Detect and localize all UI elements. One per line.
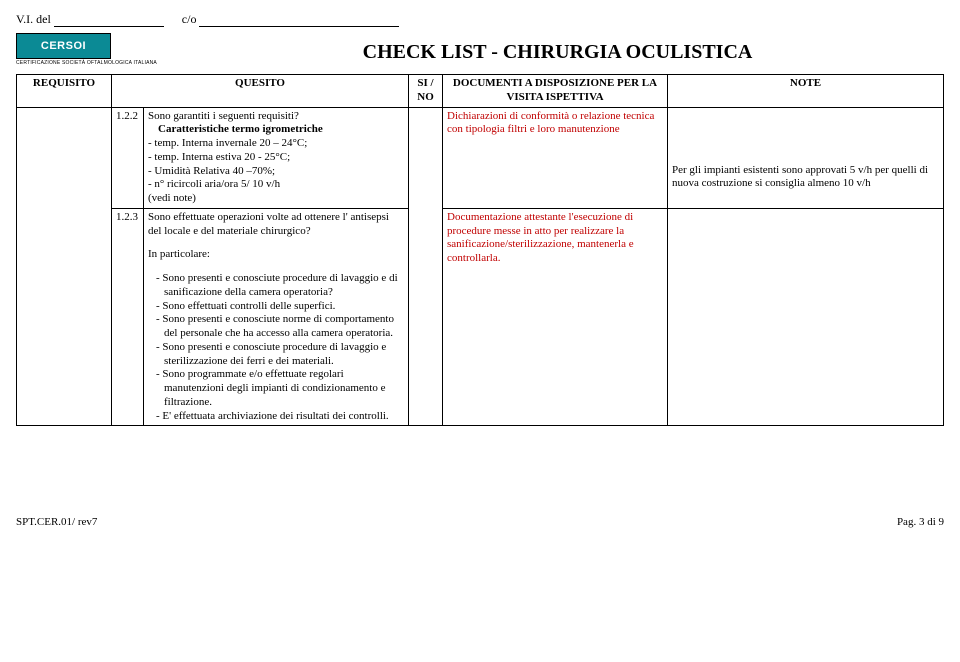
col-note: NOTE	[668, 75, 944, 108]
doc-cell: Dichiarazioni di conformità o relazione …	[443, 107, 668, 208]
quesito-item: - temp. Interna estiva 20 - 25°C;	[148, 151, 404, 165]
sino-cell	[409, 107, 443, 426]
logo-text: CERSOI	[41, 40, 86, 52]
col-quesito: QUESITO	[112, 75, 409, 108]
row-num: 1.2.3	[112, 208, 144, 426]
quesito-item: - Sono presenti e conosciute procedure d…	[148, 341, 404, 369]
quesito-sub: In particolare:	[148, 248, 404, 262]
row-num: 1.2.2	[112, 107, 144, 208]
quesito-bold: Caratteristiche termo igrometriche	[148, 123, 404, 137]
quesito-item: - temp. Interna invernale 20 – 24°C;	[148, 137, 404, 151]
quesito-item: - Sono effettuati controlli delle superf…	[148, 300, 404, 314]
quesito-item: - Umidità Relativa 40 –70%;	[148, 165, 404, 179]
col-requisito: REQUISITO	[17, 75, 112, 108]
logo: CERSOI	[16, 33, 111, 59]
vi-label: V.I. del	[16, 12, 51, 26]
logo-subtext: CERTIFICAZIONE SOCIETÀ OFTALMOLOGICA ITA…	[16, 60, 157, 66]
note-text: Per gli impianti esistenti sono approvat…	[672, 164, 939, 192]
co-label: c/o	[182, 12, 197, 26]
form-header: V.I. del c/o	[16, 12, 944, 27]
note-cell	[668, 208, 944, 426]
page-title: CHECK LIST - CHIRURGIA OCULISTICA	[171, 41, 944, 64]
doc-cell: Documentazione attestante l'esecuzione d…	[443, 208, 668, 426]
note-cell: Per gli impianti esistenti sono approvat…	[668, 107, 944, 208]
col-documenti: DOCUMENTI A DISPOSIZIONE PER LA VISITA I…	[443, 75, 668, 108]
quesito-item: - Sono programmate e/o effettuate regola…	[148, 368, 404, 409]
table-row: 1.2.2 Sono garantiti i seguenti requisit…	[17, 107, 944, 208]
page-footer: SPT.CER.01/ rev7 Pag. 3 di 9	[16, 516, 944, 528]
co-field	[199, 15, 399, 27]
footer-left: SPT.CER.01/ rev7	[16, 516, 97, 528]
quesito-cell: Sono effettuate operazioni volte ad otte…	[144, 208, 409, 426]
quesito-item: - Sono presenti e conosciute norme di co…	[148, 313, 404, 341]
quesito-lead: Sono garantiti i seguenti requisiti?	[148, 110, 404, 124]
quesito-item: (vedi note)	[148, 192, 404, 206]
table-row: 1.2.3 Sono effettuate operazioni volte a…	[17, 208, 944, 426]
quesito-cell: Sono garantiti i seguenti requisiti? Car…	[144, 107, 409, 208]
quesito-item: - E' effettuata archiviazione dei risult…	[148, 410, 404, 424]
table-header-row: REQUISITO QUESITO SI / NO DOCUMENTI A DI…	[17, 75, 944, 108]
vi-field	[54, 15, 164, 27]
footer-right: Pag. 3 di 9	[897, 516, 944, 528]
quesito-item: - n° ricircoli aria/ora 5/ 10 v/h	[148, 178, 404, 192]
title-row: CERSOI CERTIFICAZIONE SOCIETÀ OFTALMOLOG…	[16, 33, 944, 72]
col-sino: SI / NO	[409, 75, 443, 108]
quesito-lead: Sono effettuate operazioni volte ad otte…	[148, 211, 404, 239]
requisito-cell	[17, 107, 112, 426]
quesito-item: - Sono presenti e conosciute procedure d…	[148, 272, 404, 300]
checklist-table: REQUISITO QUESITO SI / NO DOCUMENTI A DI…	[16, 74, 944, 426]
